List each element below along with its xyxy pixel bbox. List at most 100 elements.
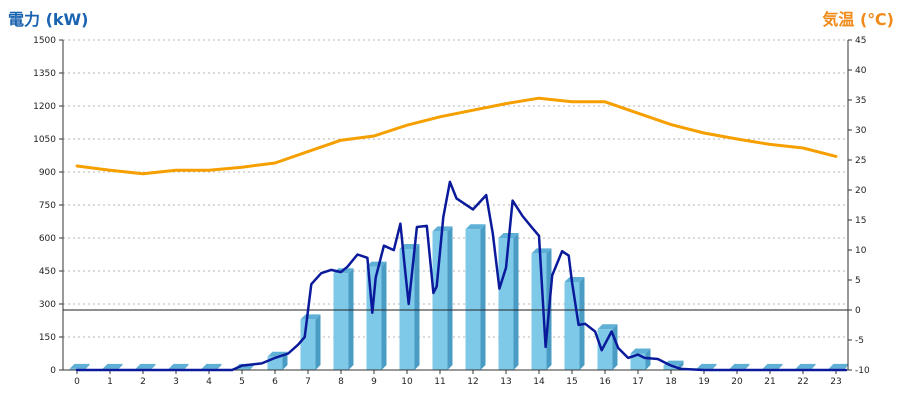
right-tick-label: 0 <box>855 306 861 316</box>
power-bar-top <box>564 277 585 282</box>
x-tick-label: 1 <box>107 377 113 387</box>
power-bar-side <box>216 363 222 370</box>
right-tick-label: 5 <box>855 276 861 286</box>
power-bar-side <box>117 363 123 370</box>
grid-lines <box>63 39 848 338</box>
power-bar-top <box>795 363 816 369</box>
series-lines <box>75 96 848 372</box>
power-bar-side <box>744 363 750 370</box>
right-tick-label: 40 <box>855 66 867 76</box>
power-bar-top <box>597 324 618 330</box>
x-tick-label: 18 <box>665 377 677 387</box>
right-axis-unit-label: 気温 (℃) <box>822 10 894 29</box>
power-bar-side <box>348 268 354 370</box>
right-tick-label: -10 <box>855 366 870 376</box>
power-bar-side <box>513 233 519 370</box>
x-tick-label: 11 <box>434 377 445 387</box>
x-tick-label: 10 <box>401 377 413 387</box>
left-tick-label: 1350 <box>33 69 56 79</box>
power-bar <box>300 314 321 370</box>
left-tick-label: 1200 <box>33 102 56 112</box>
right-tick-label: 20 <box>855 186 867 196</box>
power-bar-top <box>102 363 123 369</box>
power-bar-face <box>465 229 481 370</box>
power-bar <box>630 348 651 370</box>
power-bar <box>399 244 420 370</box>
x-tick-label: 13 <box>500 377 511 387</box>
x-tick-label: 3 <box>173 377 179 387</box>
x-tick-label: 5 <box>239 377 245 387</box>
axes <box>62 40 849 371</box>
power-bar-side <box>315 314 321 370</box>
power-bar-face <box>432 231 448 370</box>
x-tick-label: 15 <box>566 377 577 387</box>
right-tick-label: 10 <box>855 246 867 256</box>
power-line <box>75 180 848 372</box>
power-bar <box>432 226 453 370</box>
right-tick-label: 30 <box>855 126 867 136</box>
x-tick-label: 16 <box>599 377 611 387</box>
x-tick-label: 21 <box>764 377 775 387</box>
power-bar-side <box>84 363 90 370</box>
power-bar-side <box>414 244 420 370</box>
power-bar-top <box>69 363 90 369</box>
x-tick-label: 12 <box>467 377 478 387</box>
power-bar-side <box>711 363 717 370</box>
power-bar <box>465 224 486 370</box>
left-tick-label: 1050 <box>33 135 56 145</box>
power-bar <box>498 233 519 370</box>
power-bar-side <box>843 363 849 370</box>
left-tick-label: 1500 <box>33 36 56 46</box>
x-tick-label: 23 <box>830 377 841 387</box>
x-tick-label: 14 <box>533 377 545 387</box>
left-axis-unit-label: 電力 (kW) <box>8 10 89 29</box>
power-bar-top <box>465 224 486 230</box>
power-bar-face <box>663 365 679 370</box>
left-tick-label: 750 <box>39 201 56 211</box>
left-tick-label: 600 <box>39 234 56 244</box>
power-bar-face <box>333 273 349 370</box>
tick-labels: 01503004506007509001050120013501500-10-5… <box>33 36 870 387</box>
x-tick-label: 2 <box>140 377 146 387</box>
power-bars <box>69 224 849 370</box>
power-bar-top <box>168 363 189 369</box>
power-bar-side <box>282 351 288 370</box>
power-bar-side <box>183 363 189 370</box>
x-tick-label: 8 <box>338 377 344 387</box>
x-tick-label: 4 <box>206 377 212 387</box>
power-bar-top <box>696 363 717 369</box>
power-bar-side <box>810 363 816 370</box>
power-bar-face <box>498 238 514 370</box>
left-tick-label: 0 <box>50 366 56 376</box>
power-bar-top <box>135 363 156 369</box>
power-bar-top <box>828 363 849 369</box>
left-tick-label: 300 <box>39 300 56 310</box>
power-bar-top <box>630 348 651 354</box>
x-tick-label: 0 <box>74 377 80 387</box>
right-tick-label: 45 <box>855 36 866 46</box>
power-bar-face <box>564 282 580 370</box>
x-tick-label: 9 <box>371 377 377 387</box>
left-tick-label: 450 <box>39 267 56 277</box>
x-tick-label: 6 <box>272 377 278 387</box>
power-bar-side <box>150 363 156 370</box>
right-tick-label: 35 <box>855 96 866 106</box>
power-bar-side <box>480 224 486 370</box>
power-bar-top <box>531 248 552 254</box>
power-bar-side <box>447 226 453 370</box>
power-bar-top <box>366 261 387 267</box>
right-tick-label: 15 <box>855 216 866 226</box>
left-tick-label: 900 <box>39 168 56 178</box>
temperature-line <box>75 96 838 176</box>
power-bar-side <box>381 261 387 370</box>
x-tick-label: 22 <box>797 377 808 387</box>
power-bar-top <box>300 314 321 320</box>
x-tick-label: 20 <box>731 377 743 387</box>
power-bar-top <box>729 363 750 369</box>
x-tick-label: 17 <box>632 377 643 387</box>
power-bar-top <box>201 363 222 369</box>
x-tick-label: 7 <box>305 377 311 387</box>
power-bar-top <box>762 363 783 369</box>
power-bar-face <box>234 368 250 370</box>
